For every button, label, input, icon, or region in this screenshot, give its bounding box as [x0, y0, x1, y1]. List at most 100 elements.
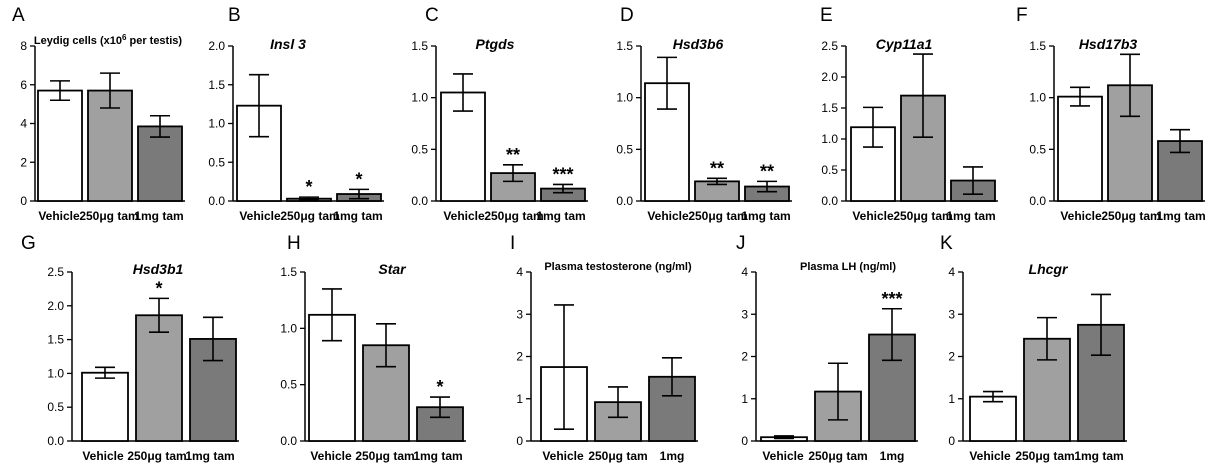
category-label: 250μg tam: [127, 449, 186, 463]
panel-letter: J: [736, 233, 746, 254]
y-tick-label: 1.0: [821, 132, 838, 146]
y-tick-label: 2.5: [47, 265, 64, 279]
panel-title: Leydig cells (x106 per testis): [34, 33, 182, 47]
panel-j: J Plasma LH (ng/ml) 0 1 2 3 4 Vehicle 250μg tam *…: [736, 233, 918, 463]
y-tick-label: 1.0: [411, 91, 428, 105]
y-tick-label: 4: [20, 117, 27, 131]
significance-label: ***: [881, 289, 902, 309]
category-label: Vehicle: [852, 209, 894, 223]
category-label: Vehicle: [38, 209, 80, 223]
panel-letter: C: [425, 5, 439, 26]
y-tick-label: 2.0: [208, 39, 225, 53]
category-label: 250μg tam: [355, 449, 414, 463]
y-tick-label: 2.0: [47, 299, 64, 313]
y-tick-label: 2.0: [821, 70, 838, 84]
panel-k: K Lhcgr 0 1 2 3 4 Vehicle 250μg tam 1mg tam: [940, 233, 1127, 463]
y-tick-label: 1: [948, 392, 955, 406]
y-tick-label: 6: [20, 78, 27, 92]
y-tick-label: 4: [741, 265, 748, 279]
category-label: Vehicle: [969, 449, 1011, 463]
bar: [1057, 95, 1103, 202]
category-label: 1mg tam: [536, 209, 585, 223]
y-tick-label: 8: [20, 39, 27, 53]
panel-title: Cyp11a1: [876, 36, 933, 52]
category-label: Vehicle: [1060, 209, 1102, 223]
y-tick-label: 1.0: [1029, 91, 1046, 105]
category-label: 1mg tam: [185, 449, 234, 463]
panel-f: F Hsd17b3 0.0 0.5 1.0 1.5 Vehicle 250μg tam1mg …: [1016, 5, 1206, 223]
bar: [137, 125, 183, 202]
significance-label: **: [506, 145, 520, 165]
panel-letter: D: [620, 5, 634, 26]
y-tick-label: 0.5: [616, 142, 633, 156]
y-tick-label: 1.5: [208, 78, 225, 92]
panel-title: Hsd3b1: [133, 261, 184, 277]
category-label: 250μg tam: [588, 449, 647, 463]
bar: [969, 395, 1017, 442]
y-tick-label: 3: [948, 307, 955, 321]
significance-label: *: [155, 278, 162, 298]
category-label: 250μg tam: [1101, 209, 1160, 223]
y-tick-label: 1.0: [280, 321, 297, 335]
bar: [1157, 140, 1203, 202]
significance-label: *: [305, 177, 312, 197]
panel-title: Insl 3: [270, 36, 306, 52]
y-tick-label: 0.0: [1029, 194, 1046, 208]
y-tick-label: 0.5: [47, 400, 64, 414]
category-label: Vehicle: [82, 449, 124, 463]
y-tick-label: 1.5: [616, 39, 633, 53]
y-tick-label: 1: [516, 392, 523, 406]
y-tick-label: 3: [741, 307, 748, 321]
category-label: Vehicle: [239, 209, 281, 223]
panel-a: A Leydig cells (x106 per testis) 0 2 4 6 8 Vehi…: [12, 5, 185, 223]
y-tick-label: 1.0: [47, 366, 64, 380]
category-label: 250μg tam: [79, 209, 138, 223]
y-tick-label: 0.0: [280, 434, 297, 448]
y-tick-label: 0: [948, 434, 955, 448]
significance-label: **: [760, 161, 774, 181]
y-tick-label: 0.5: [208, 155, 225, 169]
category-label: 1mg tam: [1074, 449, 1123, 463]
panel-letter: B: [228, 5, 241, 26]
panel-h: H Star 0.0 0.5 1.0 1.5 Vehicle 250μg tam * 1mg ta…: [280, 233, 466, 463]
panel-title: Ptgds: [476, 36, 515, 52]
y-tick-label: 0.0: [821, 194, 838, 208]
y-tick-label: 1.0: [208, 117, 225, 131]
panel-letter: I: [510, 233, 515, 254]
y-tick-label: 4: [516, 265, 523, 279]
panel-d: D Hsd3b6 0.0 0.5 1.0 1.5 Vehicle ** 250μg tam ** 1…: [616, 5, 792, 223]
y-tick-label: 1.5: [1029, 39, 1046, 53]
panel-letter: F: [1016, 5, 1028, 26]
significance-label: ***: [552, 164, 573, 184]
category-label: 1mg tam: [1156, 209, 1205, 223]
category-label: Vehicle: [310, 449, 352, 463]
category-label: 1mg tam: [333, 209, 382, 223]
panel-letter: G: [21, 233, 36, 254]
y-tick-label: 0.0: [616, 194, 633, 208]
y-tick-label: 2: [741, 350, 748, 364]
y-tick-label: 0: [516, 434, 523, 448]
y-tick-label: 1.5: [47, 333, 64, 347]
bar: [37, 89, 83, 202]
category-label: 1mg tam: [741, 209, 790, 223]
category-label: 1mg tam: [946, 209, 995, 223]
panel-b: B Insl 3 0.0 0.5 1.0 1.5 2.0 Vehicle * 250μg tam *…: [208, 5, 384, 223]
panel-letter: E: [820, 5, 833, 26]
bar: [308, 313, 356, 442]
panel-g: G Hsd3b1 0.0 0.5 1.0 1.5 2.0 2.5 Vehicle * 250μg t…: [21, 233, 239, 463]
y-tick-label: 1.5: [280, 265, 297, 279]
category-label: 250μg tam: [688, 209, 747, 223]
significance-label: *: [355, 169, 362, 189]
panel-e: E Cyp11a1 0.0 0.5 1.0 1.5 2.0 2.5 Vehicle 250μg t…: [820, 5, 998, 223]
y-tick-label: 0.0: [47, 434, 64, 448]
y-tick-label: 0: [20, 194, 27, 208]
y-tick-label: 0.5: [280, 378, 297, 392]
category-label: Vehicle: [443, 209, 485, 223]
y-tick-label: 0.0: [411, 194, 428, 208]
bar: [135, 314, 183, 442]
panel-letter: H: [287, 233, 301, 254]
y-tick-label: 1.5: [411, 39, 428, 53]
panel-title: Plasma LH (ng/ml): [800, 261, 896, 273]
